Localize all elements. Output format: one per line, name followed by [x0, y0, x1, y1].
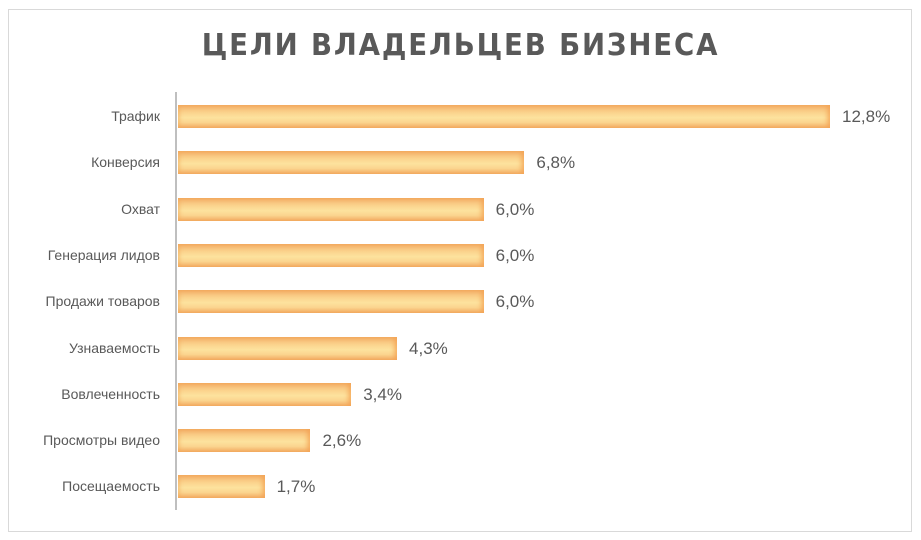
bar-row: Охват 6,0% — [0, 197, 921, 222]
bar-row: Посещаемость 1,7% — [0, 475, 921, 499]
bar-row: Вовлеченность 3,4% — [0, 382, 921, 407]
category-label: Трафик — [111, 108, 160, 124]
data-bar — [178, 197, 484, 221]
category-label: Посещаемость — [62, 478, 160, 495]
data-bar — [178, 336, 398, 360]
bar-row: Генерация лидов 6,0% — [0, 243, 921, 268]
bar-row: Конверсия 6,8% — [0, 151, 921, 175]
value-label: 6,8% — [536, 153, 576, 173]
data-bar — [178, 151, 525, 175]
value-label: 6,0% — [495, 245, 535, 265]
data-bar — [178, 475, 265, 499]
chart-title: ЦЕЛИ ВЛАДЕЛЬЦЕВ БИЗНЕСА — [201, 28, 720, 63]
value-label: 3,4% — [363, 384, 402, 404]
category-label: Продажи товаров — [45, 293, 160, 310]
data-bar — [178, 105, 830, 128]
bar-row: Просмотры видео 2,6% — [0, 429, 921, 453]
data-bar — [178, 290, 484, 314]
category-label: Просмотры видео — [43, 432, 160, 449]
category-label: Генерация лидов — [47, 246, 160, 263]
value-label: 6,0% — [495, 199, 535, 219]
category-label: Узнаваемость — [68, 339, 160, 356]
category-label: Охват — [121, 200, 160, 217]
value-label: 1,7% — [276, 477, 316, 497]
bar-row: Трафик 12,8% — [0, 105, 921, 129]
value-label: 12,8% — [842, 107, 891, 126]
data-bar — [178, 243, 484, 267]
bar-row: Продажи товаров 6,0% — [0, 290, 921, 314]
value-label: 6,0% — [495, 292, 535, 312]
data-bar — [178, 382, 352, 406]
category-label: Конверсия — [91, 154, 160, 171]
chart-frame — [8, 9, 912, 532]
category-label: Вовлеченность — [61, 385, 160, 402]
bar-row: Узнаваемость 4,3% — [0, 336, 921, 361]
value-label: 4,3% — [409, 338, 448, 358]
data-bar — [178, 429, 311, 453]
value-label: 2,6% — [322, 431, 362, 451]
y-axis-line — [175, 92, 177, 510]
